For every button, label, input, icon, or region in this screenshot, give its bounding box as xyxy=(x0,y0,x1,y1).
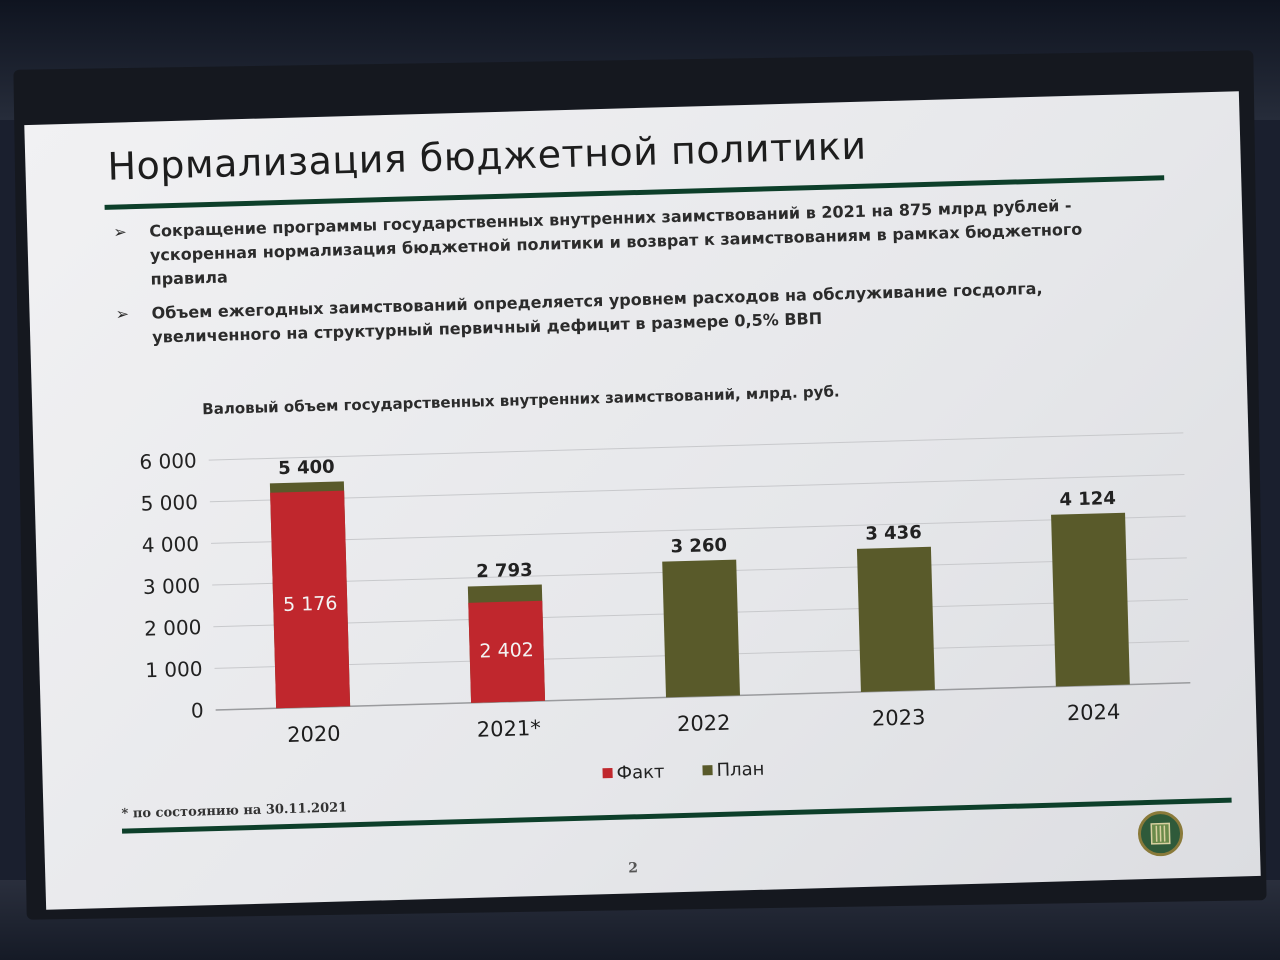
bullet-text: Объем ежегодных заимствований определяет… xyxy=(151,278,1043,347)
bar-plan xyxy=(662,559,740,698)
fact-value-label: 2 402 xyxy=(479,639,534,663)
x-tick-label: 2023 xyxy=(872,705,926,730)
y-tick-label: 5 000 xyxy=(140,490,198,516)
bar-plan xyxy=(1051,512,1130,687)
y-tick-label: 2 000 xyxy=(144,615,202,641)
ministry-emblem-icon xyxy=(1138,811,1184,857)
total-value-label: 3 260 xyxy=(670,535,727,558)
total-value-label: 2 793 xyxy=(476,560,533,583)
bullet-text: Сокращение программы государственных вну… xyxy=(149,195,1083,289)
arrow-bullet-icon: ➢ xyxy=(115,304,130,324)
legend-label: Факт xyxy=(616,761,664,783)
arrow-bullet-icon: ➢ xyxy=(113,222,127,242)
y-tick-label: 1 000 xyxy=(145,657,203,683)
presentation-slide: Нормализация бюджетной политики ➢ Сокращ… xyxy=(24,91,1261,910)
gridline xyxy=(208,432,1184,461)
bar-chart: 0 1 000 2 000 3 000 4 000 5 000 6 000 5 176 5 40… xyxy=(139,432,1191,784)
legend-swatch xyxy=(702,765,713,776)
legend-swatch xyxy=(602,767,613,779)
total-value-label: 3 436 xyxy=(865,522,922,545)
bullet-list: ➢ Сокращение программы государственных в… xyxy=(109,192,1133,360)
y-tick-label: 4 000 xyxy=(141,532,199,558)
bar-fact xyxy=(468,600,546,703)
y-tick-label: 3 000 xyxy=(143,573,201,599)
fact-value-label: 5 176 xyxy=(283,593,338,617)
gridline xyxy=(209,474,1185,503)
x-tick-label: 2024 xyxy=(1067,700,1121,725)
total-value-label: 4 124 xyxy=(1059,488,1116,511)
y-tick-label: 6 000 xyxy=(139,448,197,474)
legend-label: План xyxy=(716,759,764,781)
gridline xyxy=(211,515,1186,544)
page-number: 2 xyxy=(628,860,639,877)
x-tick-label: 2021* xyxy=(477,716,542,742)
bar-plan xyxy=(856,546,935,692)
x-tick-label: 2022 xyxy=(677,711,731,736)
bar-fact xyxy=(270,490,351,709)
y-tick-label: 0 xyxy=(191,698,204,722)
x-tick-label: 2020 xyxy=(287,722,341,747)
total-value-label: 5 400 xyxy=(278,457,335,480)
slide-title: Нормализация бюджетной политики xyxy=(106,123,868,189)
